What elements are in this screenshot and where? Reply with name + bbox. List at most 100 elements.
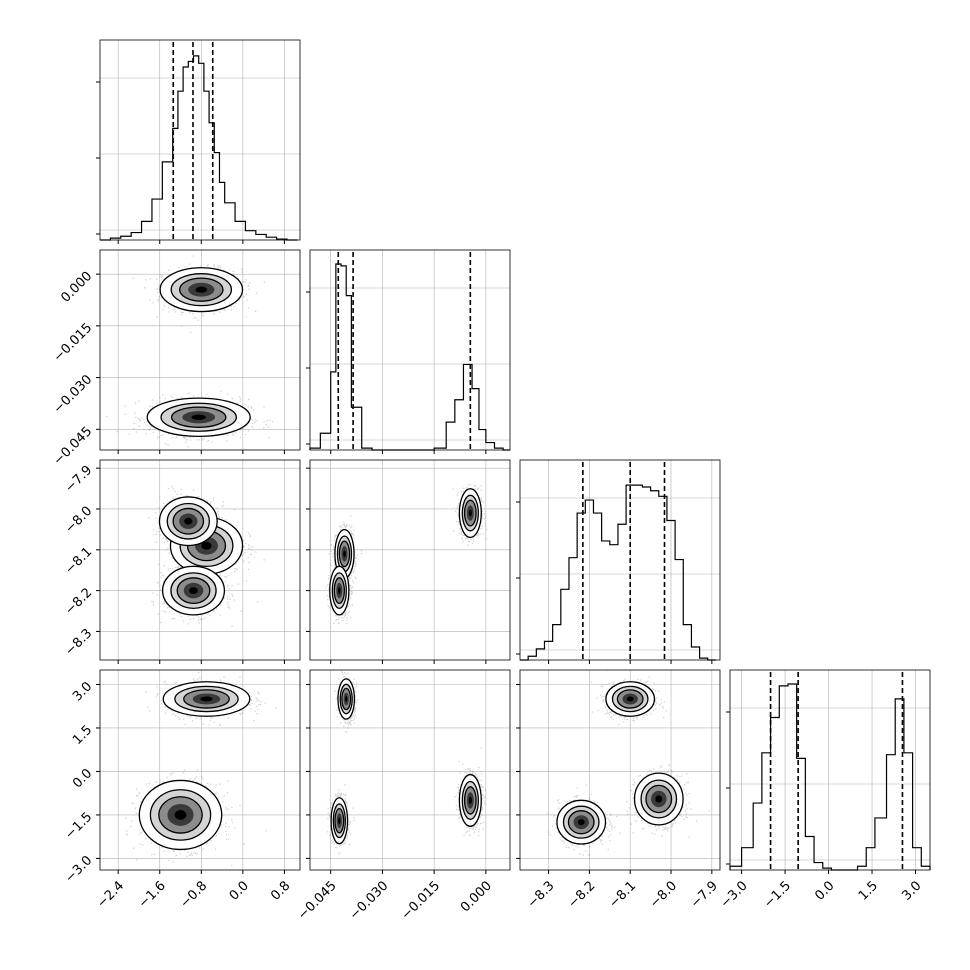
contour-line (174, 685, 239, 713)
density-peak (338, 817, 341, 824)
x-tick-label: −2.4 (94, 878, 127, 911)
scatter-panel-3-2 (519, 669, 721, 871)
contour-line (170, 406, 227, 428)
contour-line (640, 779, 678, 819)
contour-line (458, 488, 482, 538)
panel-frame (99, 249, 301, 451)
scatter-panel-2-0 (99, 459, 301, 661)
panel-background (730, 670, 930, 870)
contour-line (458, 773, 482, 827)
x-tick-label: −0.8 (177, 878, 210, 911)
contour-line (562, 805, 600, 839)
scatter-panel-3-1 (309, 669, 511, 871)
contour-line (331, 572, 347, 609)
contour-line (463, 499, 477, 527)
contour-line (160, 402, 237, 432)
x-tick-label: 0.0 (227, 878, 252, 903)
contour-line (341, 687, 352, 711)
x-tick-label: −8.3 (525, 878, 558, 911)
y-tick-label: −0.015 (51, 321, 96, 366)
x-tick-label: −1.5 (761, 878, 794, 911)
contour-line (161, 565, 226, 616)
density-peak (191, 414, 206, 420)
x-tick-label: −1.6 (136, 878, 169, 911)
contour-line (567, 810, 595, 835)
contour-line (611, 685, 649, 713)
contour-line (166, 502, 211, 540)
hist-panel-1 (306, 249, 511, 451)
contour-line (333, 577, 345, 605)
y-tick-label: −1.5 (62, 810, 95, 843)
density-peak (577, 819, 585, 826)
hist-panel-2 (516, 459, 721, 661)
contour-line (461, 780, 479, 820)
x-tick-label: 0.0 (812, 878, 837, 903)
density-peak (655, 795, 663, 803)
contour-line (146, 397, 251, 438)
scatter-panel-2-1 (309, 459, 511, 661)
x-tick-label: −8.2 (566, 878, 599, 911)
contour-line (337, 678, 356, 720)
histogram-step (100, 55, 298, 241)
contour-line (334, 807, 345, 834)
contour-line (138, 779, 223, 851)
panel-frame (519, 669, 721, 871)
scatter-panel-3-0 (99, 669, 301, 871)
panel-frame (99, 669, 301, 871)
density-peak (184, 517, 193, 525)
contour-line (463, 786, 477, 815)
contour-line (176, 577, 211, 605)
contour-line (616, 689, 644, 709)
x-tick-label: −7.9 (688, 878, 721, 911)
density-peak (195, 286, 208, 293)
contour-line (162, 681, 251, 717)
x-tick-label: −0.015 (399, 878, 444, 923)
density-peak (337, 587, 341, 595)
x-tick-label: 0.8 (268, 878, 293, 903)
density-peak (189, 587, 198, 595)
density-peak (468, 509, 472, 517)
contour-line (178, 277, 224, 302)
density-peak (468, 796, 472, 805)
y-tick-label: −8.0 (62, 504, 95, 537)
x-tick-label: −3.0 (718, 878, 751, 911)
y-tick-label: 0.0 (70, 766, 95, 791)
y-tick-label: 3.0 (70, 679, 95, 704)
panel-frame (99, 459, 301, 661)
x-tick-label: −8.0 (647, 878, 680, 911)
y-tick-label: 0.000 (58, 269, 95, 306)
contour-line (605, 681, 656, 717)
y-tick-label: −0.045 (51, 424, 96, 469)
panel-frame (729, 669, 931, 871)
y-tick-label: −8.3 (62, 626, 95, 659)
y-tick-label: −8.2 (62, 585, 95, 618)
y-tick-label: −0.030 (51, 372, 96, 417)
contour-line (172, 507, 205, 535)
scatter-panel-1-0 (99, 249, 301, 451)
histogram-step (520, 484, 716, 661)
density-peak (201, 541, 212, 550)
contour-line (332, 803, 346, 839)
y-tick-label: −3.0 (62, 853, 95, 886)
y-tick-label: 1.5 (70, 723, 95, 748)
contour-line (633, 772, 684, 826)
y-tick-label: −8.1 (62, 544, 95, 577)
contour-line (183, 689, 230, 709)
hist-panel-0 (96, 39, 301, 241)
hist-panel-3 (726, 669, 931, 871)
panel-background (310, 250, 510, 450)
contour-line (159, 267, 244, 313)
contour-line (158, 796, 203, 834)
panel-frame (309, 249, 511, 451)
contour-line (645, 784, 673, 814)
panel-frame (309, 669, 511, 871)
density-peak (345, 696, 348, 702)
contour-line (339, 683, 353, 715)
x-tick-label: 1.5 (856, 878, 881, 903)
panel-frame (309, 459, 511, 661)
contour-line (556, 799, 607, 845)
x-tick-label: −8.1 (606, 878, 639, 911)
panel-background (100, 40, 300, 240)
contour-line (330, 797, 349, 845)
